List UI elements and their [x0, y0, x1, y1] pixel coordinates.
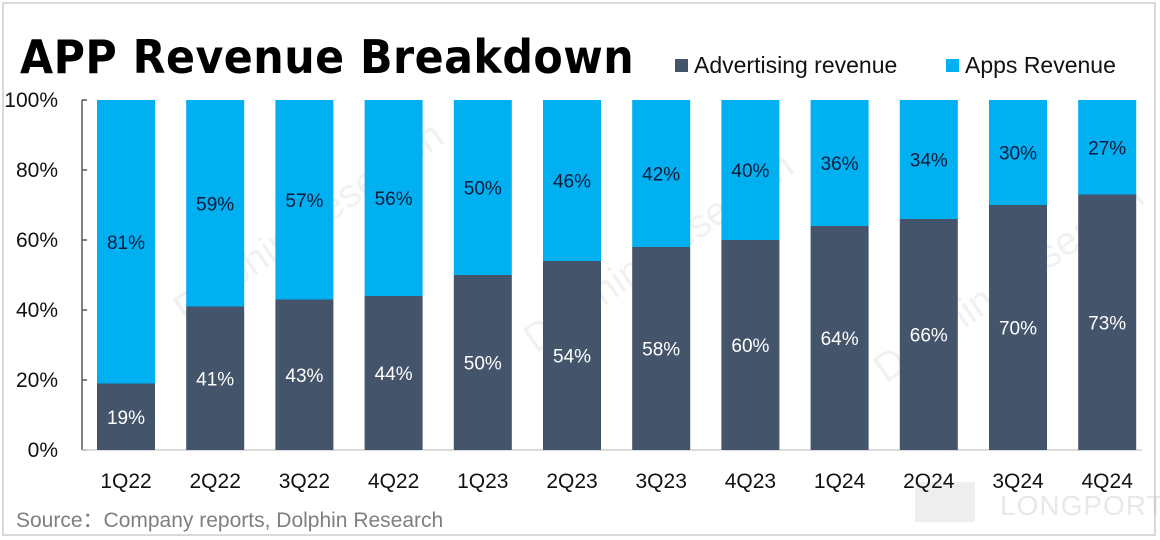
- bar-segment-advertising: [721, 240, 780, 450]
- bar-segment-apps: [275, 100, 334, 300]
- watermark-logo-icon: [915, 482, 975, 522]
- x-tick-label: 4Q24: [1082, 470, 1134, 493]
- data-label: 60%: [731, 336, 769, 357]
- x-tick-label: 4Q22: [368, 470, 419, 493]
- bar-segment-apps: [453, 100, 512, 275]
- bar-segment-apps: [1078, 100, 1137, 195]
- bar-segment-advertising: [453, 275, 512, 450]
- bar-segment-advertising: [899, 219, 958, 450]
- data-label: 81%: [107, 233, 145, 254]
- data-label: 34%: [910, 151, 948, 172]
- watermark-brand: LONGPORT: [1000, 490, 1160, 521]
- legend-label: Apps Revenue: [965, 52, 1116, 78]
- data-label: 40%: [731, 161, 769, 182]
- bar-segment-advertising: [543, 261, 601, 450]
- bar-segment-advertising: [1078, 194, 1137, 450]
- x-tick-label: 2Q23: [546, 470, 597, 493]
- legend-item-advertising: Advertising revenue: [675, 52, 897, 79]
- source-note: Source：Company reports, Dolphin Research: [16, 509, 444, 532]
- data-label: 73%: [1088, 313, 1126, 334]
- y-tick-label: 0%: [28, 439, 58, 462]
- y-tick-label: 80%: [16, 159, 58, 182]
- x-tick-label: 2Q22: [190, 470, 241, 493]
- data-label: 19%: [107, 408, 145, 429]
- x-tick-label: 3Q23: [636, 470, 687, 493]
- x-tick-label: 3Q24: [992, 470, 1044, 493]
- y-tick-label: 100%: [4, 89, 58, 112]
- bar-segment-apps: [721, 100, 780, 240]
- bar-segment-advertising: [632, 247, 691, 450]
- data-label: 64%: [821, 329, 859, 350]
- bar-segment-advertising: [364, 296, 423, 450]
- bar-segment-apps: [632, 100, 691, 247]
- bar-segment-apps: [810, 100, 869, 226]
- data-label: 41%: [196, 369, 234, 390]
- chart-title: APP Revenue Breakdown: [20, 30, 635, 84]
- bar-segment-apps: [97, 100, 155, 384]
- data-label: 57%: [285, 191, 323, 212]
- x-tick-label: 1Q23: [457, 470, 508, 493]
- data-label: 50%: [464, 179, 502, 200]
- bar-segment-advertising: [186, 306, 245, 450]
- bar-segment-advertising: [989, 205, 1047, 450]
- x-tick-label: 3Q22: [279, 470, 330, 493]
- data-label: 27%: [1088, 138, 1126, 159]
- data-label: 54%: [553, 347, 591, 368]
- y-tick-label: 40%: [16, 299, 58, 322]
- legend-swatch-advertising: [675, 59, 688, 72]
- data-label: 58%: [642, 340, 680, 361]
- x-tick-label: 1Q22: [100, 470, 151, 493]
- data-label: 44%: [375, 364, 413, 385]
- data-label: 50%: [464, 354, 502, 375]
- legend-label: Advertising revenue: [694, 52, 898, 78]
- data-label: 56%: [375, 189, 413, 210]
- data-label: 30%: [999, 144, 1037, 165]
- data-label: 36%: [821, 154, 859, 175]
- bar-segment-apps: [186, 100, 245, 307]
- data-label: 66%: [910, 326, 948, 347]
- y-tick-label: 20%: [16, 369, 58, 392]
- bar-segment-advertising: [810, 226, 869, 450]
- bar-segment-apps: [543, 100, 601, 261]
- x-tick-label: 1Q24: [814, 470, 866, 493]
- bar-segment-advertising: [97, 383, 155, 450]
- x-tick-label: 4Q23: [725, 470, 776, 493]
- data-label: 70%: [999, 319, 1037, 340]
- legend-swatch-apps: [946, 59, 959, 72]
- bar-segment-apps: [899, 100, 958, 219]
- data-label: 43%: [285, 366, 323, 387]
- data-label: 46%: [553, 172, 591, 193]
- data-label: 59%: [196, 194, 234, 215]
- bar-segment-apps: [364, 100, 423, 296]
- y-tick-label: 60%: [16, 229, 58, 252]
- bar-segment-advertising: [275, 299, 334, 450]
- bar-segment-apps: [989, 100, 1047, 205]
- x-tick-label: 2Q24: [903, 470, 955, 493]
- data-label: 42%: [642, 165, 680, 186]
- legend-item-apps: Apps Revenue: [946, 52, 1116, 79]
